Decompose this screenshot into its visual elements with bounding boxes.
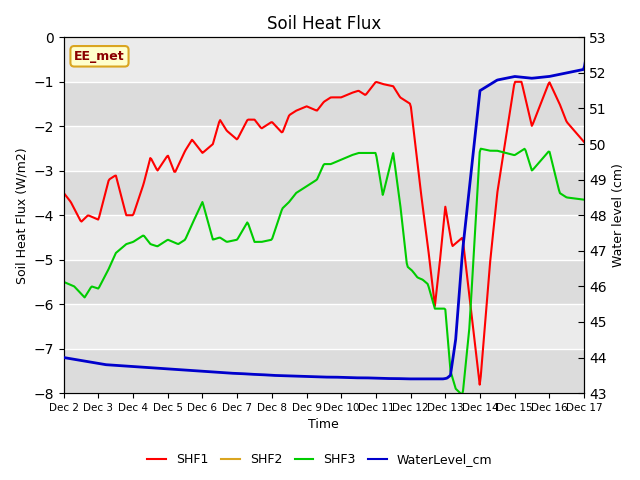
Bar: [64, 215, 584, 260]
Bar: [64, 37, 584, 82]
Bar: [64, 82, 584, 126]
X-axis label: Time: Time: [308, 419, 339, 432]
Bar: [64, 126, 584, 171]
Bar: [64, 304, 584, 348]
Bar: [64, 348, 584, 393]
Y-axis label: Water level (cm): Water level (cm): [612, 163, 625, 267]
Legend: SHF1, SHF2, SHF3, WaterLevel_cm: SHF1, SHF2, SHF3, WaterLevel_cm: [142, 448, 498, 471]
Title: Soil Heat Flux: Soil Heat Flux: [267, 15, 381, 33]
Y-axis label: Soil Heat Flux (W/m2): Soil Heat Flux (W/m2): [15, 147, 28, 284]
Bar: [64, 260, 584, 304]
Bar: [64, 171, 584, 215]
Text: EE_met: EE_met: [74, 50, 125, 63]
